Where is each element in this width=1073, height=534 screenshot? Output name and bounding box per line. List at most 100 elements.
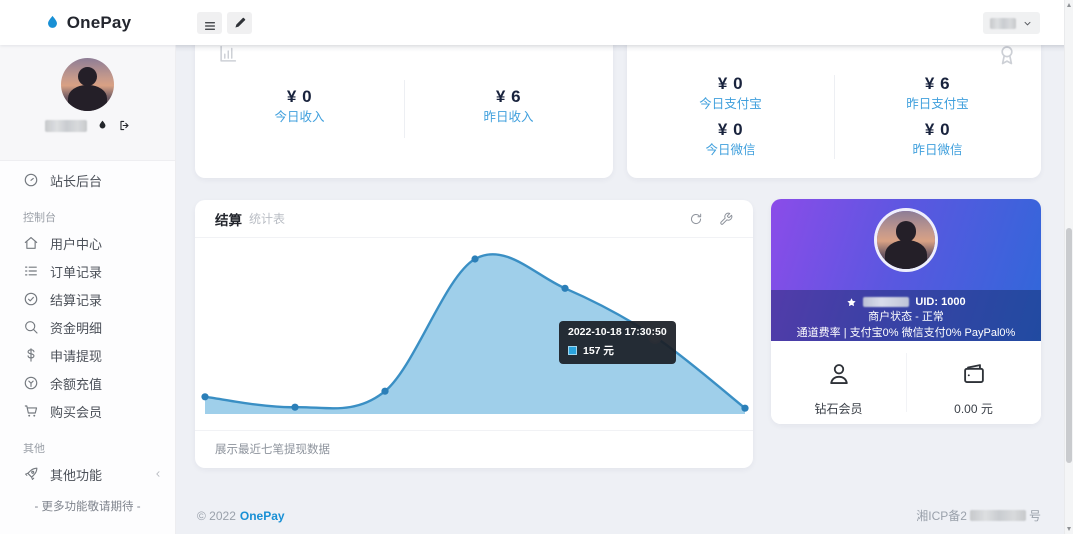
chevron-left-icon: [153, 469, 163, 479]
logout-icon[interactable]: [118, 119, 131, 132]
list-icon: [23, 263, 39, 279]
sidebar-item-funds-detail[interactable]: 资金明细: [0, 313, 175, 341]
merchant-status: 商户状态 - 正常: [868, 311, 944, 323]
refresh-icon[interactable]: [689, 212, 703, 226]
channel-stats: ¥ 0 今日支付宝 ¥ 6 昨日支付宝 ¥ 0 今日微信 ¥ 0 昨日微信: [627, 73, 1041, 165]
sidebar-item-label: 购买会员: [50, 404, 103, 420]
chart-tooltip: 2022-10-18 17:30:50 157 元: [559, 321, 676, 364]
sidebar-item-label: 资金明细: [50, 320, 103, 336]
chart-title: 结算: [215, 212, 242, 228]
settlement-chart-card: 结算 统计表 2022-10-18 17:30:50 157 元 展示最近七笔提…: [195, 200, 753, 468]
sidebar-item-label: 订单记录: [50, 264, 103, 280]
income-summary-card: ¥ 0 今日收入 ¥ 6 昨日收入: [195, 45, 613, 178]
hamburger-icon: [203, 19, 217, 33]
divider: [834, 75, 835, 159]
sidebar-item-label: 申请提现: [50, 348, 103, 364]
sidebar-item-label: 结算记录: [50, 292, 103, 308]
wallet-icon: [961, 361, 987, 387]
chart-footer-note: 展示最近七笔提现数据: [195, 430, 753, 467]
topbar: OnePay: [0, 0, 1073, 45]
sidebar-item-buy-membership[interactable]: 购买会员: [0, 397, 175, 425]
drop-logo-icon: [44, 14, 61, 31]
redacted-dropdown-label: [990, 17, 1016, 29]
sidebar-item-admin-backend[interactable]: 站长后台: [0, 166, 175, 194]
divider: [906, 353, 907, 412]
icp-record: 湘ICP备2 号: [916, 507, 1041, 524]
sidebar-item-label: 用户中心: [50, 236, 103, 252]
stat-today-income: ¥ 0 今日收入: [195, 86, 404, 125]
user-dropdown[interactable]: [983, 12, 1040, 34]
scrollbar-thumb[interactable]: [1066, 228, 1072, 463]
merchant-uid: UID: 1000: [915, 296, 966, 308]
membership-label: 钻石会员: [814, 402, 863, 416]
sidebar: 站长后台 控制台 用户中心 订单记录 结算记录 资金明细 申请提现 余额充值: [0, 45, 175, 534]
stat-today-alipay: ¥ 0 今日支付宝: [627, 73, 834, 112]
scroll-up-arrow-icon[interactable]: [1066, 3, 1071, 7]
chart-actions: [689, 212, 733, 226]
icp-prefix: 湘ICP备2: [916, 509, 967, 523]
series-marker-icon: [568, 346, 577, 355]
membership-cell[interactable]: 钻石会员: [771, 341, 906, 424]
copyright-text: © 2022: [197, 508, 236, 523]
tooltip-value: 157 元: [583, 345, 614, 357]
stat-yesterday-income: ¥ 6 昨日收入: [404, 86, 613, 125]
redacted-merchant-name: [863, 297, 910, 307]
sidebar-section-other: 其他: [23, 443, 45, 455]
theme-brush-button[interactable]: [227, 12, 252, 34]
stat-value: ¥ 0: [717, 74, 744, 93]
redacted-username: [44, 119, 87, 132]
footer-copyright: © 2022 OnePay: [197, 509, 285, 523]
stat-label: 今日支付宝: [699, 97, 762, 111]
balance-cell[interactable]: 0.00 元: [906, 341, 1041, 424]
chart-subtitle: 统计表: [249, 212, 286, 226]
avatar: [877, 211, 935, 269]
drop-icon[interactable]: [96, 119, 109, 132]
main-content: ¥ 0 今日收入 ¥ 6 昨日收入 ¥ 0 今日支付宝 ¥ 6 昨日支付宝 ¥ …: [175, 45, 1065, 534]
bar-chart-icon: [217, 45, 239, 65]
sidebar-item-withdraw[interactable]: 申请提现: [0, 341, 175, 369]
scroll-down-arrow-icon[interactable]: [1066, 527, 1071, 531]
chart-area[interactable]: 2022-10-18 17:30:50 157 元: [195, 238, 753, 430]
profile-uid-row: UID: 1000: [771, 294, 1041, 310]
sidebar-item-recharge[interactable]: 余额充值: [0, 369, 175, 397]
sidebar-item-order-records[interactable]: 订单记录: [0, 257, 175, 285]
merchant-profile-card: UID: 1000 商户状态 - 正常 通道费率 | 支付宝0% 微信支付0% …: [771, 199, 1041, 424]
brand-name: OnePay: [66, 12, 132, 32]
chart-header: 结算 统计表: [195, 200, 753, 238]
tooltip-row: 157 元: [568, 343, 667, 358]
sidebar-item-label: 其他功能: [50, 467, 103, 483]
stat-label: 昨日支付宝: [906, 97, 969, 111]
profile-info-strip: UID: 1000 商户状态 - 正常 通道费率 | 支付宝0% 微信支付0% …: [771, 290, 1041, 341]
scrollbar[interactable]: [1064, 0, 1073, 534]
stat-value: ¥ 6: [924, 74, 951, 93]
icp-suffix: 号: [1028, 509, 1041, 523]
page-footer: © 2022 OnePay 湘ICP备2 号: [197, 507, 1041, 524]
stat-label: 今日微信: [705, 143, 756, 157]
stat-value: ¥ 0: [286, 87, 313, 106]
income-stats: ¥ 0 今日收入 ¥ 6 昨日收入: [195, 86, 613, 125]
stat-today-wechat: ¥ 0 今日微信: [627, 119, 834, 158]
check-circle-icon: [23, 291, 39, 307]
stat-label: 昨日收入: [483, 110, 534, 124]
chevron-down-icon: [1022, 18, 1033, 29]
search-icon: [23, 319, 39, 335]
wrench-icon[interactable]: [719, 212, 733, 226]
profile-bottom: 钻石会员 0.00 元: [771, 341, 1041, 424]
sidebar-toggle-button[interactable]: [197, 12, 222, 34]
stat-label: 今日收入: [274, 110, 325, 124]
avatar: [61, 58, 114, 111]
sidebar-user-row: [0, 119, 175, 132]
sidebar-item-settlement-records[interactable]: 结算记录: [0, 285, 175, 313]
stat-label: 昨日微信: [912, 143, 963, 157]
channel-fees: 通道费率 | 支付宝0% 微信支付0% PayPal0%: [796, 326, 1016, 339]
brand-logo[interactable]: OnePay: [0, 0, 175, 45]
footer-brand-link[interactable]: OnePay: [239, 508, 285, 523]
sidebar-item-other-functions[interactable]: 其他功能: [0, 460, 175, 488]
cart-icon: [23, 403, 39, 419]
sidebar-item-user-center[interactable]: 用户中心: [0, 229, 175, 257]
coin-icon: [23, 375, 39, 391]
sidebar-section-console: 控制台: [23, 212, 56, 224]
award-icon: [995, 45, 1019, 67]
redacted-icp-number: [969, 510, 1026, 521]
gauge-icon: [23, 172, 39, 188]
